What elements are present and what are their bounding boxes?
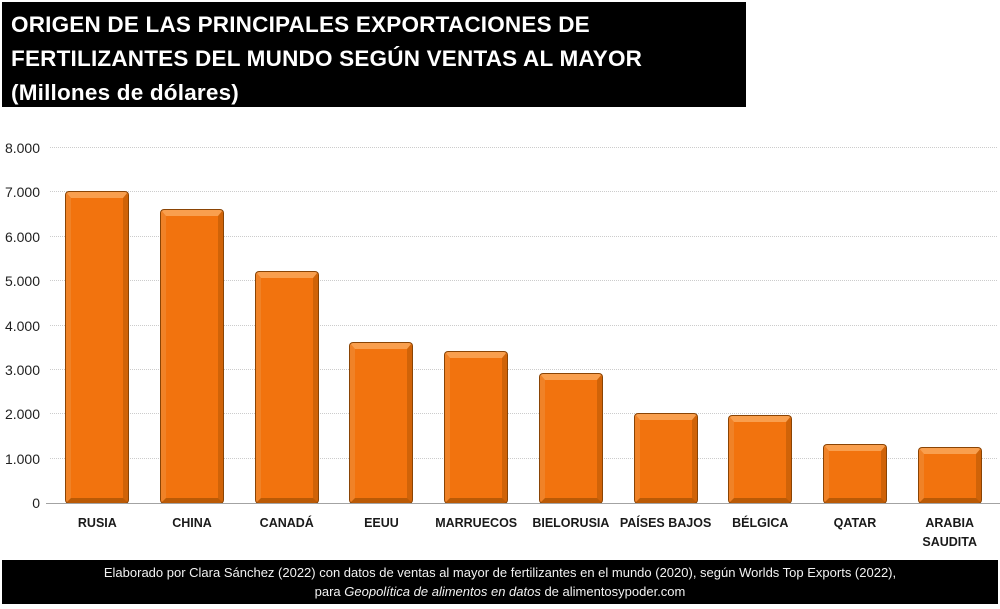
y-tick-2.000: 2.000 [4, 406, 40, 423]
y-axis: 0 1.000 2.000 3.000 4.000 5.000 6.000 7.000 8.00… [0, 141, 40, 510]
gridline-7.000 [50, 191, 997, 193]
y-tick-5.000: 5.000 [4, 273, 40, 290]
bar-slot-eeuu [334, 148, 429, 503]
x-label-bélgica: BÉLGICA [732, 516, 789, 530]
gridline-8.000 [50, 147, 997, 148]
bar-bélgica [729, 416, 792, 503]
gridline-2.000 [50, 413, 997, 415]
bar-arabia-saudita [918, 447, 981, 503]
footer-credit-line: Elaborado por Clara Sánchez (2022) con d… [2, 563, 998, 582]
footer-source-post: de alimentosypoder.com [540, 584, 686, 599]
x-label-bielorusia: BIELORUSIA [532, 516, 610, 530]
gridline-5.000 [50, 280, 997, 282]
bar-qatar [823, 445, 886, 503]
bar-slot-qatar [808, 148, 903, 503]
x-axis-line [46, 503, 1000, 504]
bar-bielorusia [539, 374, 602, 503]
y-tick-1.000: 1.000 [4, 450, 40, 467]
x-label-canadá: CANADÁ [259, 516, 314, 530]
x-label-arabia-saudita: ARABIA SAUDITA [922, 516, 977, 549]
chart-title-line-1: ORIGEN DE LAS PRINCIPALES EXPORTACIONES … [11, 12, 590, 37]
y-tick-6.000: 6.000 [4, 228, 40, 245]
footer-box: Elaborado por Clara Sánchez (2022) con d… [2, 560, 998, 604]
bar-china [161, 210, 224, 503]
bars-row [50, 148, 997, 503]
gridline-1.000 [50, 457, 997, 459]
x-label-marruecos: MARRUECOS [435, 516, 518, 530]
bar-slot-canadá [239, 148, 334, 503]
gridline-6.000 [50, 235, 997, 237]
bar-slot-bielorusia [524, 148, 619, 503]
bar-canadá [255, 272, 318, 503]
footer-source-line: para Geopolítica de alimentos en datos d… [2, 582, 998, 601]
footer-source-pre: para [314, 584, 345, 599]
bar-slot-marruecos [429, 148, 524, 503]
y-tick-7.000: 7.000 [4, 184, 40, 201]
x-label-qatar: QATAR [833, 516, 877, 530]
bar-slot-bélgica [713, 148, 808, 503]
bar-países-bajos [634, 414, 697, 503]
bar-slot-china [145, 148, 240, 503]
chart-title-subtitle: (Millones de dólares) [11, 80, 239, 105]
x-label-china: CHINA [172, 516, 212, 530]
bar-marruecos [445, 352, 508, 503]
footer-credit-text: Elaborado por Clara Sánchez (2022) con d… [103, 565, 897, 580]
bar-slot-países-bajos [618, 148, 713, 503]
y-tick-3.000: 3.000 [4, 361, 40, 378]
x-label-países-bajos: PAÍSES BAJOS [619, 516, 712, 530]
x-label-rusia: RUSIA [77, 516, 117, 530]
bar-chart: 0 1.000 2.000 3.000 4.000 5.000 6.000 7.000 8.00… [0, 141, 1000, 552]
title-box: ORIGEN DE LAS PRINCIPALES EXPORTACIONES … [2, 2, 746, 107]
chart-title-line-2: FERTILIZANTES DEL MUNDO SEGÚN VENTAS AL … [11, 46, 643, 71]
y-tick-8.000: 8.000 [4, 140, 40, 156]
y-tick-0: 0 [32, 495, 40, 511]
y-tick-4.000: 4.000 [4, 317, 40, 334]
x-axis-labels: RUSIA CHINA CANADÁ EEUU MARRUECOS BIELORUSIA P… [50, 514, 997, 552]
bar-rusia [66, 192, 129, 503]
plot-area [46, 147, 1000, 504]
gridline-3.000 [50, 368, 997, 370]
bar-slot-arabia-saudita [902, 148, 997, 503]
gridline-4.000 [50, 324, 997, 326]
x-label-eeuu: EEUU [364, 516, 399, 530]
footer-publication-name: Geopolítica de alimentos en datos [344, 584, 541, 599]
bar-slot-rusia [50, 148, 145, 503]
bar-eeuu [350, 343, 413, 503]
